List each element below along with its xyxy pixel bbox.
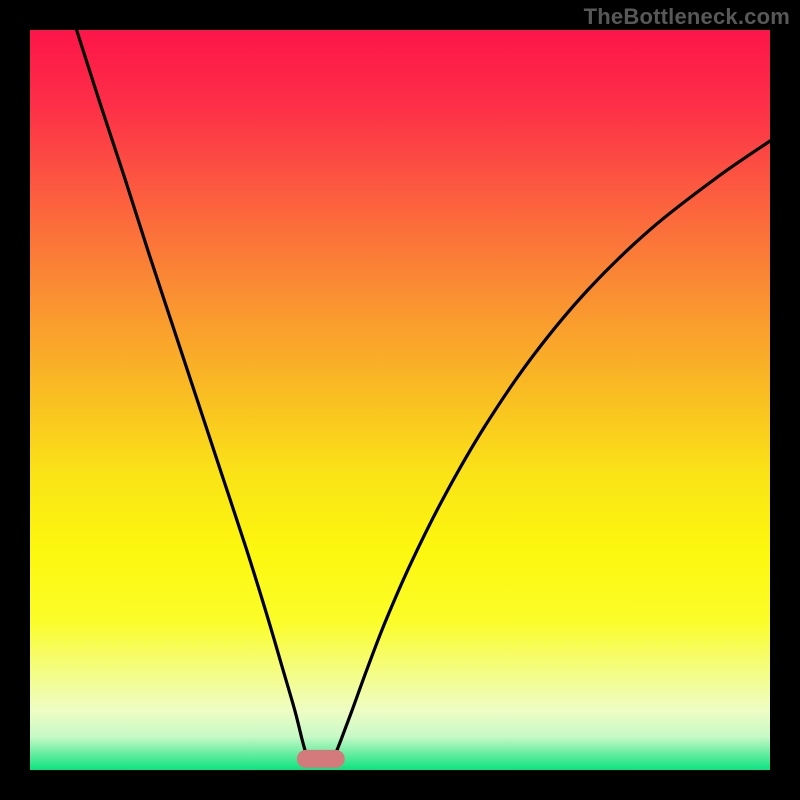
chart-background: [30, 30, 770, 770]
bottleneck-chart: [0, 0, 800, 800]
watermark-text: TheBottleneck.com: [584, 4, 790, 30]
minimum-marker: [297, 750, 345, 768]
chart-container: TheBottleneck.com: [0, 0, 800, 800]
